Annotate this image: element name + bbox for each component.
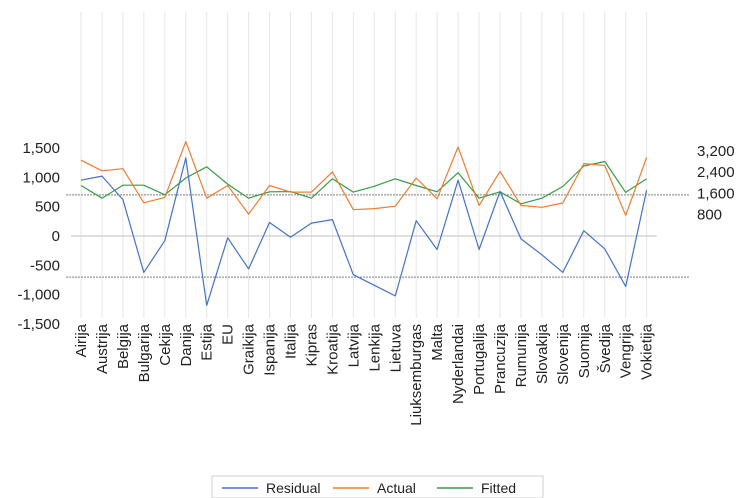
x-tick-label: Nyderlandai [450,324,467,404]
legend-label-actual: Actual [377,480,416,496]
left-tick-label: -500 [30,257,60,274]
right-tick-label: 800 [697,207,722,224]
vertical-gridlines [80,12,648,318]
legend: Residual Actual Fitted [211,475,544,498]
x-tick-label: Portugalija [471,323,488,395]
left-tick-label: 0 [52,228,60,245]
x-tick-label: Estija [199,323,216,360]
x-tick-label: Liuksemburgas [408,324,425,426]
x-tick-label: Kipras [303,324,320,367]
series-lines [80,141,648,306]
x-tick-label: Graikija [241,323,258,375]
left-tick-label: -1,500 [17,316,60,333]
right-tick-label: 2,400 [697,164,735,181]
series-line-fitted [80,160,647,205]
x-tick-label: Cekija [157,323,174,365]
x-tick-label: Rumunija [513,323,530,387]
right-tick-label: 3,200 [697,143,735,160]
left-axis: -1,500 -1,000 -500 0 500 1,000 1,500 [17,140,60,333]
x-tick-label: Prancuzija [492,323,509,394]
x-tick-label: Lenkija [366,323,383,371]
x-tick-label: Vokietija [639,323,656,380]
reference-lines [66,194,690,278]
x-tick-label: Bulgarija [136,323,153,382]
series-line-actual [80,141,648,216]
x-tick-label: Slovenija [555,323,572,385]
left-tick-label: 1,000 [22,169,60,186]
x-tick-label: Vengrija [618,323,635,378]
x-tick-label: Austrija [94,323,111,374]
legend-box [211,475,544,498]
x-tick-label: Danija [178,323,195,366]
x-tick-label: Malta [429,323,446,360]
x-tick-label: Kroatija [324,323,341,375]
legend-label-residual: Residual [266,480,320,496]
x-axis: Airija Austrija Belgija Bulgarija Cekija Dani… [73,323,656,425]
x-tick-label: Latvija [345,323,362,367]
right-axis: 800 1,600 2,400 3,200 [697,143,735,224]
x-tick-label: Airija [73,323,90,357]
x-tick-label: Belgija [115,323,132,369]
x-tick-label: Lietuva [387,323,404,372]
legend-label-fitted: Fitted [481,480,516,496]
left-tick-label: 1,500 [22,140,60,157]
x-tick-label: Suomija [576,323,593,378]
x-tick-label: Ispanija [262,323,279,375]
right-tick-label: 1,600 [697,185,735,202]
x-tick-label: Slovakija [534,323,551,384]
series-line-residual [80,157,648,306]
x-tick-label: Italija [283,323,300,359]
left-tick-label: 500 [35,199,60,216]
x-tick-label: EU [220,324,237,345]
left-tick-label: -1,000 [17,287,60,304]
x-tick-label: Švedija [597,323,614,373]
